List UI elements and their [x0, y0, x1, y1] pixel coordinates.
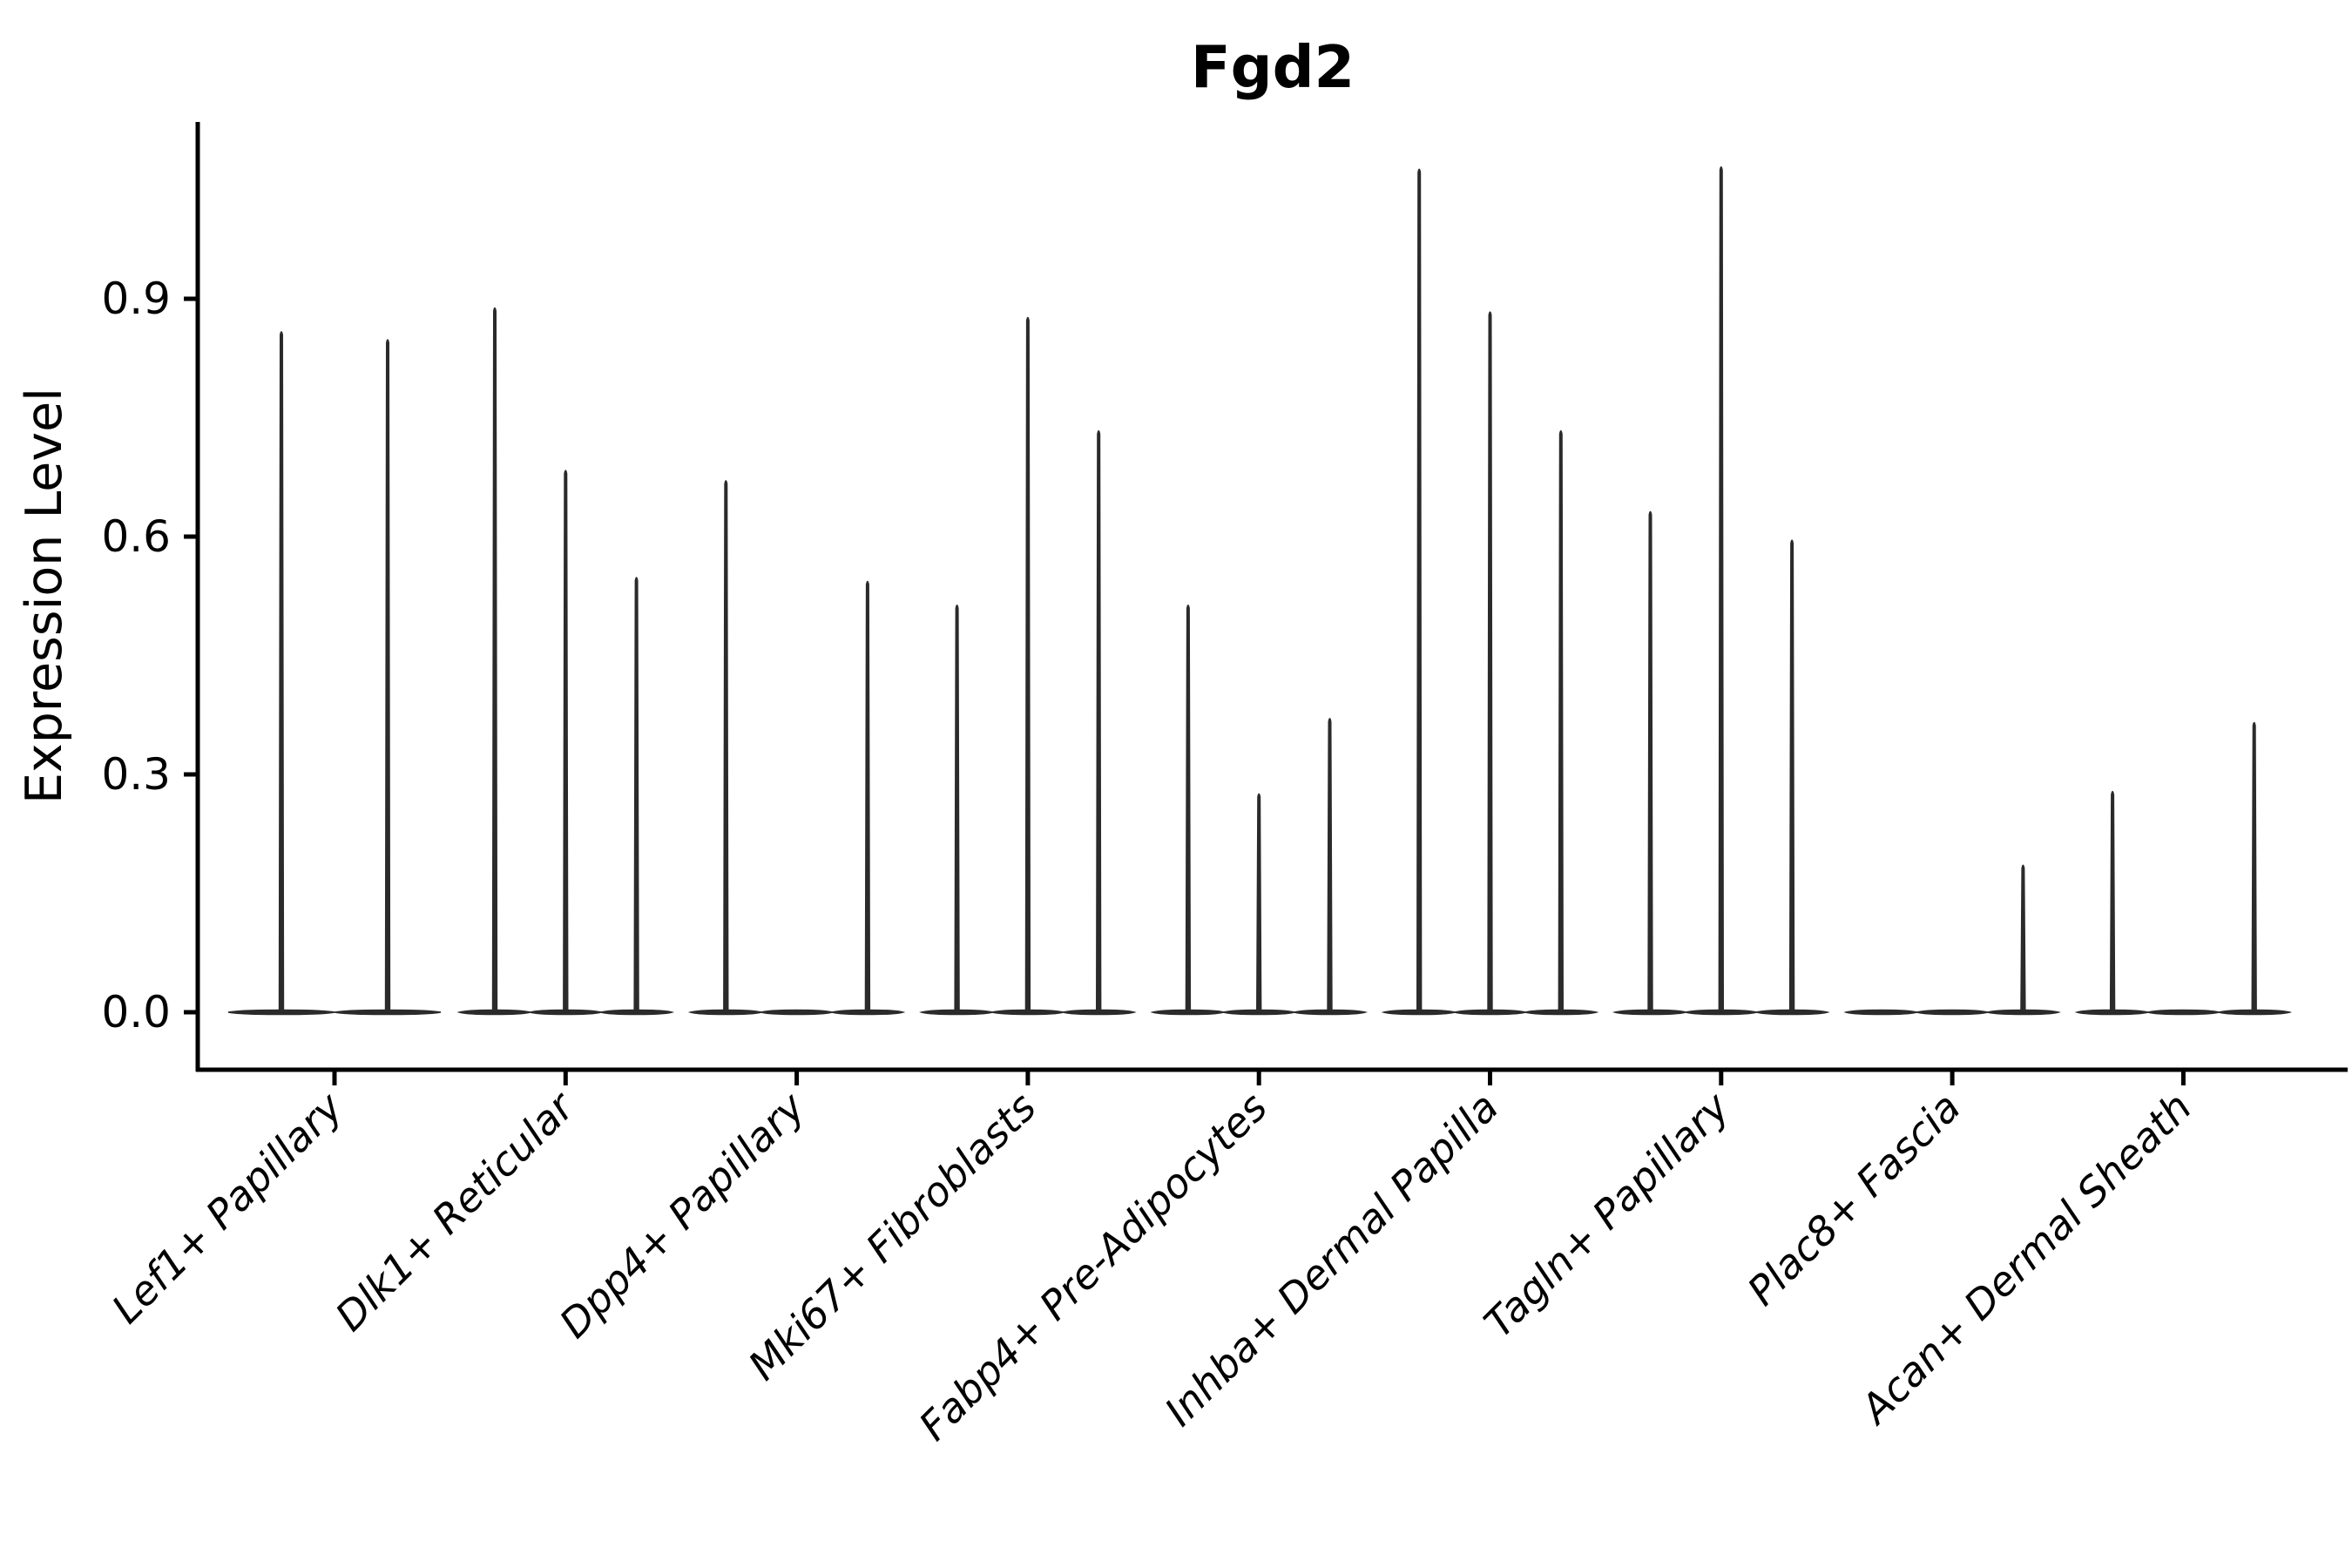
violin-spike [1718, 166, 1725, 1013]
axes: 0.0 0.3 0.6 0.9 [101, 122, 2348, 1085]
x-tick-label: Plac8+ Fascia [1738, 1084, 1969, 1315]
violin-base [759, 1009, 835, 1016]
y-tick-label: 0.3 [101, 749, 171, 800]
violin-spike [491, 307, 498, 1013]
violin-base [1843, 1009, 1920, 1016]
violin-spike [1788, 539, 1795, 1013]
x-tick-label: Dpp4+ Papillary [551, 1083, 814, 1347]
x-tick-label: Dlk1+ Reticular [326, 1081, 585, 1340]
y-tick-label: 0.6 [101, 511, 171, 562]
violin-spike [1647, 510, 1653, 1013]
y-tick-label: 0.0 [101, 987, 171, 1037]
chart-title: Fgd2 [1191, 33, 1355, 101]
violin-spike [1558, 429, 1565, 1013]
violin-spike [723, 480, 729, 1013]
y-axis-label: Expression Level [16, 388, 73, 804]
violin-spike [864, 580, 871, 1013]
violin-spike [563, 470, 569, 1013]
violin-base [1914, 1009, 1990, 1016]
violin-base [2145, 1009, 2221, 1016]
violin-spike [1024, 316, 1031, 1013]
x-tick-label: Tagln+ Papillary [1475, 1083, 1739, 1347]
violin-spike [1185, 605, 1192, 1013]
violin-spike [1255, 793, 1262, 1013]
y-tick-label: 0.9 [101, 274, 171, 324]
violin-spike [2109, 790, 2116, 1013]
violin-spike [2020, 864, 2026, 1013]
violins [227, 166, 2293, 1016]
violin-spike [1095, 429, 1102, 1013]
violin-spike [1487, 311, 1493, 1013]
violin-spike [2251, 721, 2257, 1013]
violin-spike [384, 339, 391, 1013]
violin-spike [954, 605, 960, 1013]
violin-spike [1327, 718, 1333, 1013]
x-tick-label: Lef1+ Papillary [103, 1083, 352, 1332]
violin-spike [1416, 168, 1423, 1013]
violin-spike [633, 577, 639, 1013]
violin-spike [278, 331, 285, 1013]
